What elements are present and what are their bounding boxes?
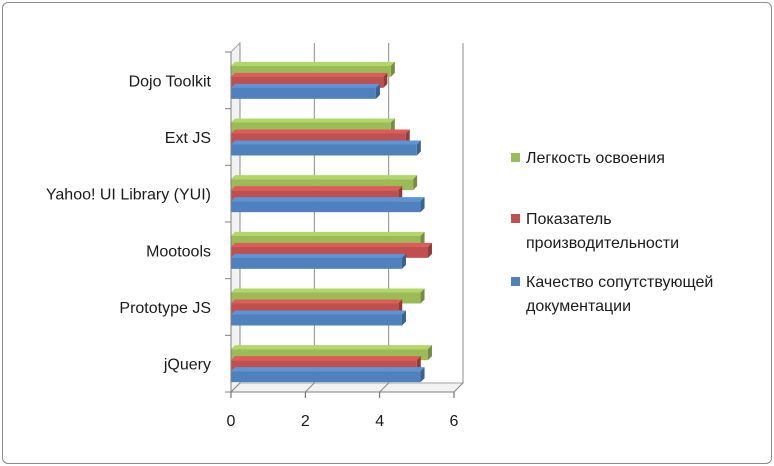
bar: [231, 175, 418, 191]
bar-front-face: [231, 65, 391, 77]
bar-top-face: [231, 356, 421, 361]
tick-labels: 0 2 4 6: [227, 413, 459, 430]
bar-front-face: [231, 87, 376, 99]
bar: [231, 345, 432, 361]
bar: [231, 242, 432, 258]
bar-end-face: [416, 140, 421, 156]
category-label: Ext JS: [165, 130, 211, 147]
legend-label: Легкость освоения: [526, 150, 665, 167]
bar-top-face: [231, 83, 380, 88]
bar-end-face: [420, 367, 425, 383]
category-label: Yahoo! UI Library (YUI): [46, 187, 211, 204]
category-label: jQuery: [163, 357, 211, 374]
bar-end-face: [427, 242, 432, 258]
bar-end-face: [375, 83, 380, 99]
bar-end-face: [427, 345, 432, 361]
legend-swatch: [511, 214, 520, 223]
bar-front-face: [231, 349, 428, 361]
bar-top-face: [231, 299, 403, 304]
bar-top-face: [231, 175, 418, 180]
bar-front-face: [231, 360, 417, 372]
bar: [231, 140, 421, 156]
legend-entry: Легкость освоения: [511, 150, 665, 167]
gridline-floor: [230, 382, 241, 393]
legend-entry: Качество сопутствующей документации: [511, 274, 713, 315]
bar-front-face: [231, 235, 421, 247]
tick-label: 6: [450, 413, 459, 430]
bar-top-face: [231, 310, 406, 315]
bar-end-face: [401, 310, 406, 326]
bar-top-face: [231, 253, 406, 258]
bar-top-face: [231, 129, 410, 134]
bar: [231, 61, 395, 77]
bar-front-face: [231, 179, 414, 191]
bar-front-face: [231, 246, 428, 258]
category-label: Prototype JS: [119, 300, 211, 317]
bar-front-face: [231, 257, 402, 269]
bar-top-face: [231, 345, 432, 350]
bar: [231, 253, 406, 269]
bar-front-face: [231, 292, 421, 304]
bar: [231, 83, 380, 99]
tick-label: 2: [301, 413, 310, 430]
legend-label: производительности: [526, 235, 679, 252]
bar: [231, 310, 406, 326]
bar-end-face: [420, 288, 425, 304]
tick-label: 0: [227, 413, 236, 430]
legend-label: Качество сопутствующей: [526, 274, 713, 291]
legend-label: документации: [526, 298, 631, 315]
bars: [231, 61, 432, 383]
bar-top-face: [231, 186, 403, 191]
bar-top-face: [231, 140, 421, 145]
gridline-floor: [304, 382, 315, 393]
bar-front-face: [231, 201, 421, 213]
bar-top-face: [231, 242, 432, 247]
gridline-floor: [379, 382, 390, 393]
category-label: Mootools: [146, 243, 211, 260]
bar-front-face: [231, 133, 406, 145]
legend-entry: Показатель производительности: [511, 211, 679, 252]
floor: [229, 382, 465, 393]
bar-top-face: [231, 72, 388, 77]
legend-label: Показатель: [526, 211, 612, 228]
bar-end-face: [420, 197, 425, 213]
axes: [225, 51, 455, 398]
legend-swatch: [511, 153, 520, 162]
bar-top-face: [231, 61, 395, 66]
bar-top-face: [231, 118, 395, 123]
gridline-floor: [453, 382, 464, 393]
bar-front-face: [231, 190, 399, 202]
category-label: Dojo Toolkit: [129, 73, 212, 90]
category-labels: jQuery Prototype JS Mootools Yahoo! UI Libr…: [46, 73, 212, 373]
bar-front-face: [231, 144, 417, 156]
bar: [231, 367, 425, 383]
tick-label: 4: [375, 413, 384, 430]
bar-front-face: [231, 122, 391, 134]
bar-end-face: [383, 72, 388, 88]
bar-front-face: [231, 314, 402, 326]
bar-top-face: [231, 288, 425, 293]
bar-end-face: [390, 61, 395, 77]
legend: Легкость освоения Показатель производитель…: [511, 150, 713, 315]
bar-top-face: [231, 197, 425, 202]
bar-front-face: [231, 303, 399, 315]
bar-end-face: [413, 175, 418, 191]
bar-end-face: [401, 253, 406, 269]
bar: [231, 197, 425, 213]
bar-front-face: [231, 371, 421, 383]
bar-top-face: [231, 367, 425, 372]
bar: [231, 72, 388, 88]
bar-front-face: [231, 76, 384, 88]
grid-lines: [230, 43, 464, 393]
legend-swatch: [511, 277, 520, 286]
bar-top-face: [231, 231, 425, 236]
bar: [231, 288, 425, 304]
